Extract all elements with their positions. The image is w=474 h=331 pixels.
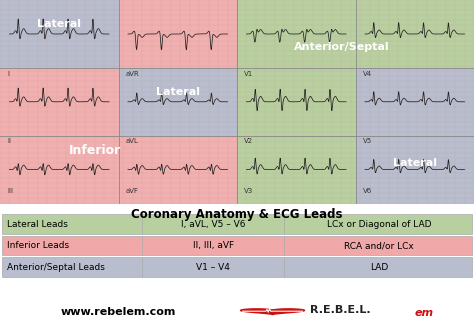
- Text: V5: V5: [363, 137, 372, 144]
- Polygon shape: [241, 309, 304, 314]
- Text: LCx or Diagonal of LAD: LCx or Diagonal of LAD: [327, 220, 431, 229]
- Bar: [118, 68, 237, 136]
- Bar: [118, 136, 237, 204]
- Bar: [0, 0, 118, 68]
- Text: V1: V1: [244, 71, 254, 77]
- Text: II, III, aVF: II, III, aVF: [193, 241, 234, 250]
- Text: I: I: [7, 71, 9, 77]
- Bar: [356, 136, 474, 204]
- Bar: [237, 68, 356, 136]
- Text: R.E.B.E.L.: R.E.B.E.L.: [310, 305, 371, 315]
- Bar: [2, 236, 472, 256]
- Bar: [356, 0, 474, 68]
- Text: aVL: aVL: [126, 137, 138, 144]
- Text: V1 – V4: V1 – V4: [196, 262, 230, 271]
- Text: em: em: [415, 308, 434, 318]
- Text: I, aVL, V5 – V6: I, aVL, V5 – V6: [181, 220, 246, 229]
- Bar: [2, 257, 472, 277]
- Text: Inferior Leads: Inferior Leads: [7, 241, 69, 250]
- Text: RCA and/or LCx: RCA and/or LCx: [344, 241, 414, 250]
- Bar: [0, 68, 118, 136]
- Text: www.rebelem.com: www.rebelem.com: [61, 307, 176, 317]
- Bar: [2, 214, 472, 234]
- Text: V6: V6: [363, 188, 372, 194]
- Text: Coronary Anatomy & ECG Leads: Coronary Anatomy & ECG Leads: [131, 208, 343, 221]
- Text: aVR: aVR: [126, 71, 139, 77]
- Text: Anterior/Septal: Anterior/Septal: [293, 42, 389, 52]
- Text: V4: V4: [363, 71, 372, 77]
- Text: Inferior: Inferior: [69, 144, 121, 157]
- Bar: [118, 0, 237, 68]
- Text: Lateral: Lateral: [393, 158, 437, 168]
- Bar: [0, 136, 118, 204]
- Text: V2: V2: [244, 137, 253, 144]
- Bar: [237, 0, 356, 68]
- Bar: [237, 136, 356, 204]
- Text: Lateral: Lateral: [37, 20, 81, 29]
- Bar: [356, 68, 474, 136]
- Text: LAD: LAD: [370, 262, 388, 271]
- Text: aVF: aVF: [126, 188, 138, 194]
- Text: Lateral Leads: Lateral Leads: [7, 220, 68, 229]
- Text: Lateral: Lateral: [156, 87, 200, 97]
- Text: Anterior/Septal Leads: Anterior/Septal Leads: [7, 262, 105, 271]
- Text: II: II: [7, 137, 11, 144]
- Text: III: III: [7, 188, 13, 194]
- Text: V3: V3: [244, 188, 254, 194]
